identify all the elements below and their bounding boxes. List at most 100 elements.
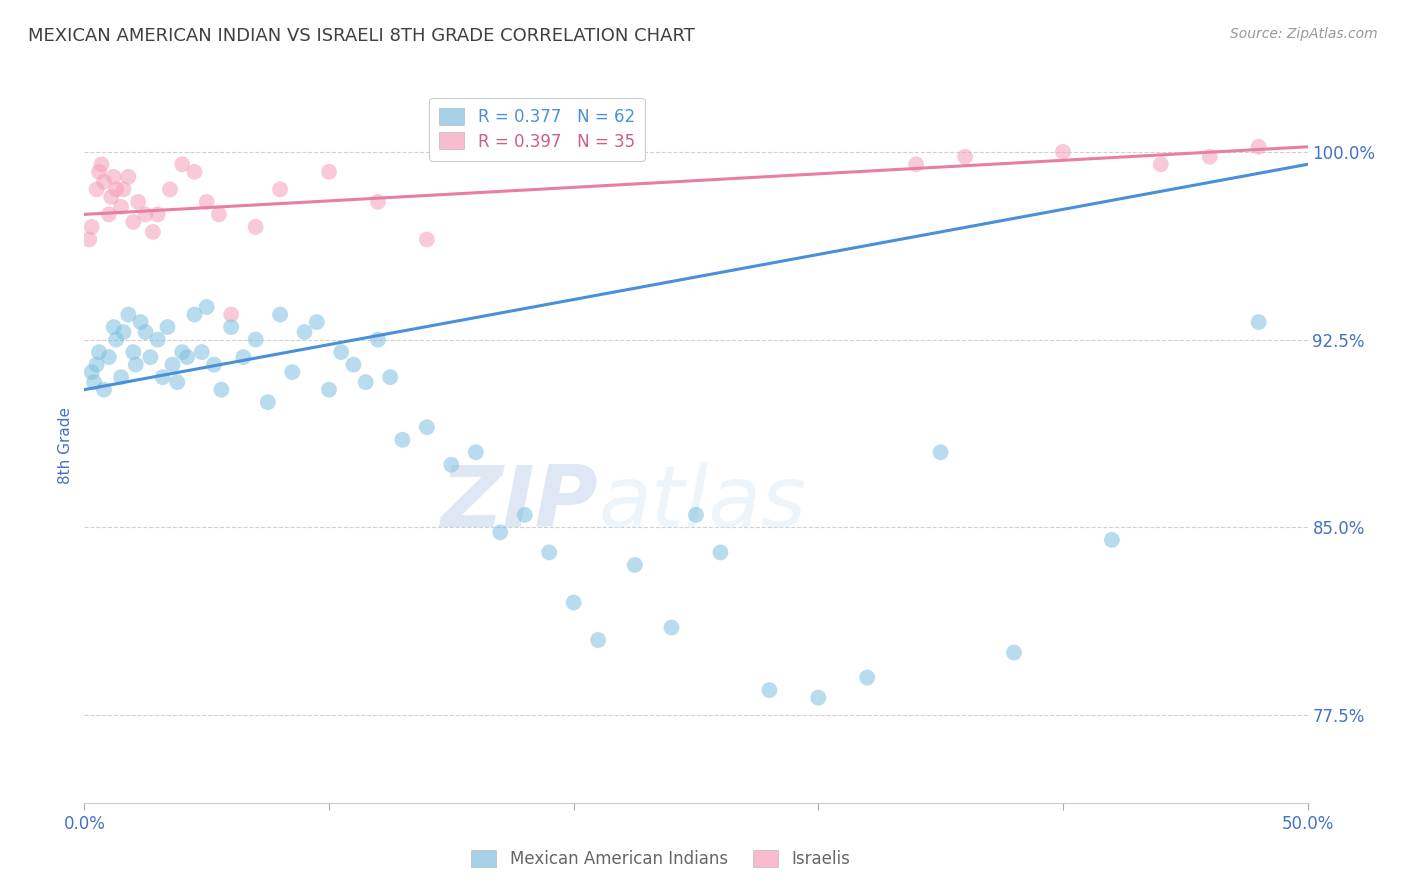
Point — [538, 545, 561, 559]
Point — [219, 320, 242, 334]
Text: ZIP: ZIP — [440, 461, 598, 545]
Point — [624, 558, 647, 572]
Point — [117, 169, 139, 184]
Point — [758, 683, 780, 698]
Point — [172, 345, 194, 359]
Point — [117, 308, 139, 322]
Point — [93, 175, 115, 189]
Point — [330, 345, 353, 359]
Point — [380, 370, 402, 384]
Point — [257, 395, 280, 409]
Point — [367, 194, 389, 209]
Point — [661, 621, 683, 635]
Point — [103, 169, 125, 184]
Point — [183, 165, 205, 179]
Point — [159, 182, 181, 196]
Point — [139, 350, 162, 364]
Point — [905, 157, 928, 171]
Point — [77, 232, 100, 246]
Point — [440, 458, 463, 472]
Point — [97, 350, 120, 364]
Point — [281, 365, 304, 379]
Point — [1002, 646, 1025, 660]
Point — [354, 375, 377, 389]
Point — [1247, 140, 1270, 154]
Point — [127, 194, 149, 209]
Point — [489, 525, 512, 540]
Point — [86, 182, 108, 196]
Point — [367, 333, 389, 347]
Text: Source: ZipAtlas.com: Source: ZipAtlas.com — [1230, 27, 1378, 41]
Point — [685, 508, 707, 522]
Point — [195, 300, 218, 314]
Point — [208, 207, 231, 221]
Point — [1101, 533, 1123, 547]
Point — [209, 383, 232, 397]
Point — [100, 190, 122, 204]
Point — [162, 358, 184, 372]
Point — [103, 320, 125, 334]
Point — [416, 420, 439, 434]
Point — [269, 308, 291, 322]
Point — [87, 345, 110, 359]
Point — [122, 215, 145, 229]
Legend: Mexican American Indians, Israelis: Mexican American Indians, Israelis — [465, 843, 856, 875]
Point — [105, 333, 128, 347]
Point — [953, 150, 976, 164]
Point — [856, 671, 879, 685]
Point — [1052, 145, 1074, 159]
Point — [1150, 157, 1173, 171]
Point — [110, 200, 132, 214]
Text: MEXICAN AMERICAN INDIAN VS ISRAELI 8TH GRADE CORRELATION CHART: MEXICAN AMERICAN INDIAN VS ISRAELI 8TH G… — [28, 27, 695, 45]
Point — [142, 225, 165, 239]
Point — [586, 633, 609, 648]
Point — [294, 325, 316, 339]
Point — [391, 433, 413, 447]
Point — [513, 508, 536, 522]
Point — [80, 365, 103, 379]
Point — [195, 194, 218, 209]
Point — [93, 383, 115, 397]
Point — [1247, 315, 1270, 329]
Point — [152, 370, 174, 384]
Point — [342, 358, 364, 372]
Y-axis label: 8th Grade: 8th Grade — [58, 408, 73, 484]
Point — [318, 165, 340, 179]
Point — [83, 375, 105, 389]
Point — [125, 358, 148, 372]
Point — [146, 333, 169, 347]
Point — [1198, 150, 1220, 164]
Point — [232, 350, 254, 364]
Point — [183, 308, 205, 322]
Point — [112, 325, 135, 339]
Point — [929, 445, 952, 459]
Point — [135, 207, 157, 221]
Point — [318, 383, 340, 397]
Point — [122, 345, 145, 359]
Point — [135, 325, 157, 339]
Point — [416, 232, 439, 246]
Point — [110, 370, 132, 384]
Point — [86, 358, 108, 372]
Point — [97, 207, 120, 221]
Point — [166, 375, 188, 389]
Point — [245, 219, 267, 234]
Point — [80, 219, 103, 234]
Point — [176, 350, 198, 364]
Point — [709, 545, 731, 559]
Point — [105, 182, 128, 196]
Point — [90, 157, 112, 171]
Point — [464, 445, 486, 459]
Point — [129, 315, 152, 329]
Point — [202, 358, 225, 372]
Point — [191, 345, 214, 359]
Point — [112, 182, 135, 196]
Legend: R = 0.377   N = 62, R = 0.397   N = 35: R = 0.377 N = 62, R = 0.397 N = 35 — [429, 97, 645, 161]
Point — [172, 157, 194, 171]
Point — [807, 690, 830, 705]
Point — [87, 165, 110, 179]
Point — [156, 320, 179, 334]
Point — [305, 315, 328, 329]
Point — [562, 595, 585, 609]
Point — [245, 333, 267, 347]
